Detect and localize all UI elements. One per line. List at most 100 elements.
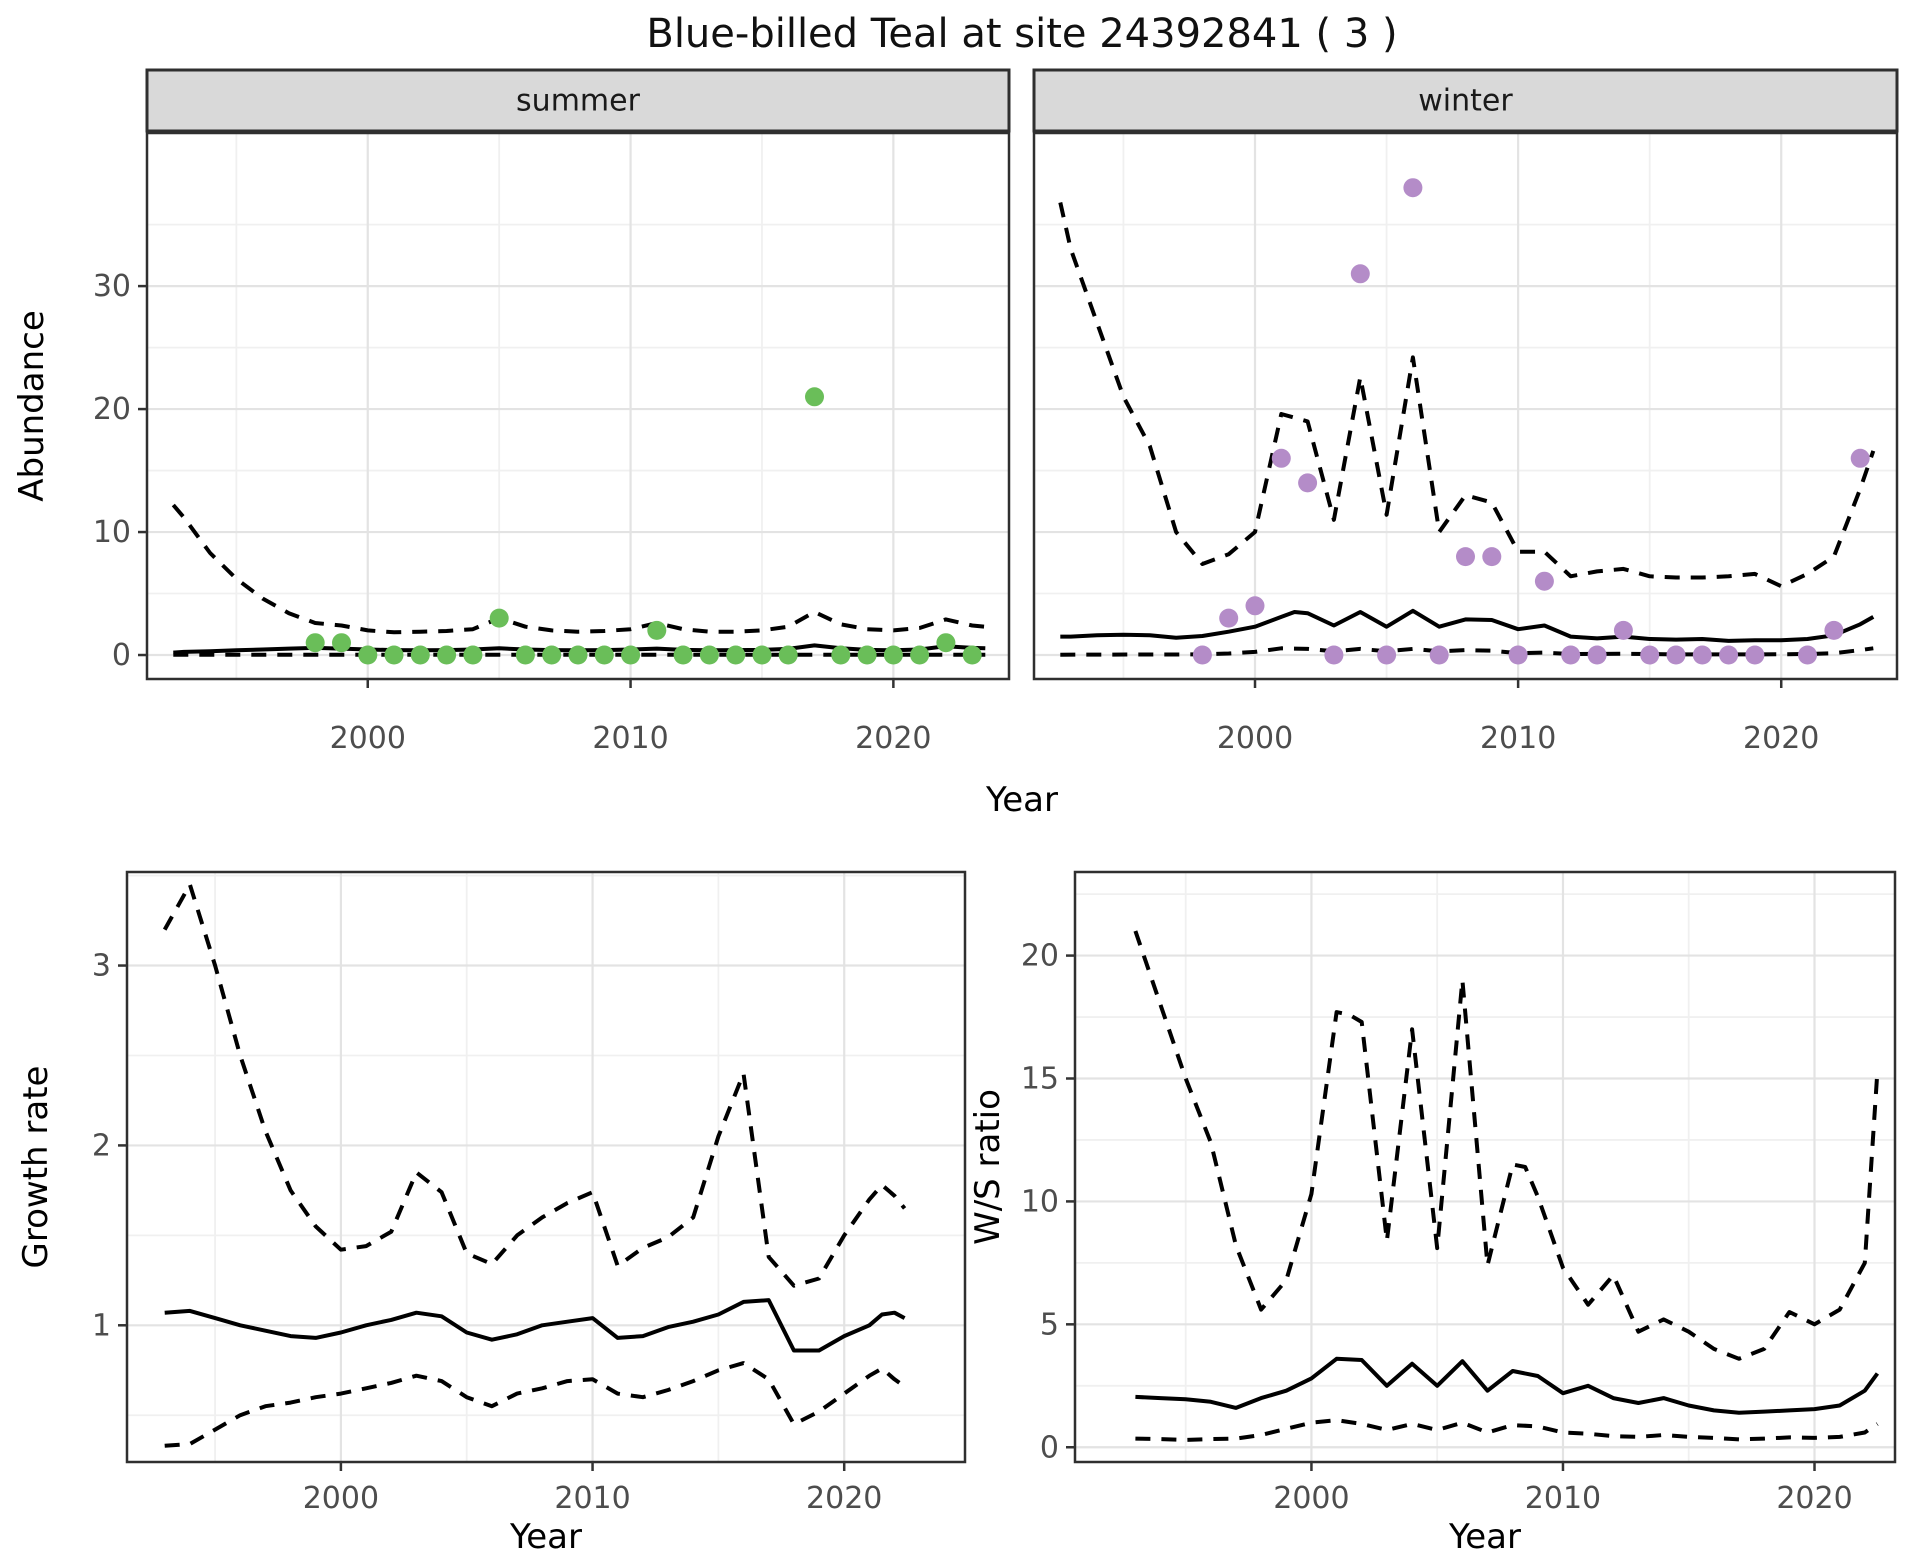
facet-strip-label: summer — [516, 84, 641, 119]
data-point — [384, 645, 404, 665]
y-tick-label: 1 — [92, 1308, 111, 1343]
data-point — [1192, 645, 1212, 665]
data-point — [831, 645, 851, 665]
data-point — [936, 633, 956, 653]
data-point — [1587, 645, 1607, 665]
data-point — [857, 645, 877, 665]
x-tick-label: 2000 — [303, 1481, 379, 1516]
data-point — [1561, 645, 1581, 665]
data-point — [752, 645, 772, 665]
y-tick-label: 5 — [1040, 1307, 1059, 1342]
y-axis-title-abundance: Abundance — [12, 310, 52, 502]
data-point — [1613, 620, 1633, 640]
panel-summer: summer 2000 2010 2020 0 10 20 30 — [93, 68, 1011, 756]
data-point — [568, 645, 588, 665]
data-points-winter — [1192, 178, 1870, 665]
data-point — [1745, 645, 1765, 665]
data-point — [1508, 645, 1528, 665]
data-point — [726, 645, 746, 665]
data-point — [1271, 448, 1291, 468]
data-point — [1692, 645, 1712, 665]
series-lower_ci — [1060, 646, 1874, 657]
facet-strip-label: winter — [1418, 84, 1513, 119]
series-upper_ci — [1058, 202, 1876, 589]
y-tick-label: 30 — [93, 269, 131, 304]
data-point — [515, 645, 535, 665]
data-point — [962, 645, 982, 665]
panel-border — [145, 131, 1011, 681]
series-mean — [1060, 608, 1875, 643]
data-point — [1666, 645, 1686, 665]
data-point — [647, 620, 667, 640]
panel-background — [127, 872, 965, 1462]
panel-border — [1032, 131, 1899, 681]
x-tick-label: 2010 — [592, 721, 668, 756]
panel-background — [1034, 133, 1897, 679]
data-point — [463, 645, 483, 665]
data-point — [1719, 645, 1739, 665]
panel-background — [147, 133, 1009, 679]
x-tick-label: 2020 — [855, 721, 931, 756]
x-axis-title-year-top: Year — [986, 780, 1058, 820]
x-tick-label: 2000 — [330, 721, 406, 756]
data-point — [621, 645, 641, 665]
series-upper_ci — [171, 503, 986, 635]
data-point — [1403, 178, 1423, 198]
panel-border — [1073, 870, 1897, 1464]
x-axis-title-year-bottom-left: Year — [510, 1517, 582, 1557]
facet-strip — [145, 68, 1011, 133]
panel-growth_rate: 2000 2010 2020 1 2 3 — [92, 870, 967, 1516]
data-point — [1850, 448, 1870, 468]
panel-background — [1075, 872, 1895, 1462]
data-points-summer — [305, 387, 982, 665]
data-point — [699, 645, 719, 665]
data-point — [910, 645, 930, 665]
data-point — [1245, 596, 1265, 616]
x-tick-label: 2010 — [1525, 1481, 1601, 1516]
y-axis-title-ws-ratio: W/S ratio — [968, 1089, 1008, 1245]
data-point — [305, 633, 325, 653]
data-point — [489, 608, 509, 628]
x-tick-label: 2010 — [1480, 721, 1556, 756]
x-tick-label: 2010 — [554, 1481, 630, 1516]
x-tick-label: 2020 — [1776, 1481, 1852, 1516]
data-point — [1350, 264, 1370, 284]
y-tick-label: 3 — [92, 949, 111, 984]
x-axis-title-year-bottom-right: Year — [1449, 1517, 1521, 1557]
x-tick-label: 2000 — [1273, 1481, 1349, 1516]
data-point — [883, 645, 903, 665]
data-point — [1219, 608, 1239, 628]
facet-strip — [1032, 68, 1899, 133]
data-point — [1824, 620, 1844, 640]
panel-ws_ratio: 2000 2010 2020 0 5 10 15 20 — [1021, 870, 1897, 1516]
y-tick-label: 10 — [93, 515, 131, 550]
y-tick-label: 0 — [1040, 1430, 1059, 1465]
data-point — [778, 645, 798, 665]
series-mean — [1135, 1356, 1880, 1415]
y-tick-label: 10 — [1021, 1184, 1059, 1219]
series-lower_ci — [164, 1361, 906, 1448]
data-point — [1429, 645, 1449, 665]
x-tick-label: 2020 — [1743, 721, 1819, 756]
y-tick-label: 20 — [93, 392, 131, 427]
data-point — [1324, 645, 1344, 665]
data-point — [1798, 645, 1817, 665]
y-tick-label: 2 — [92, 1128, 111, 1163]
data-point — [1482, 547, 1502, 567]
y-axis-title-growth-rate: Growth rate — [16, 1065, 56, 1269]
series-mean — [164, 1298, 906, 1353]
plot-title: Blue-billed Teal at site 24392841 ( 3 ) — [646, 11, 1398, 57]
series-upper_ci — [162, 882, 907, 1288]
y-tick-label: 15 — [1021, 1062, 1059, 1097]
data-point — [542, 645, 562, 665]
data-point — [1640, 645, 1660, 665]
x-tick-label: 2000 — [1217, 721, 1293, 756]
panel-border — [125, 870, 967, 1464]
data-point — [594, 645, 614, 665]
data-point — [437, 645, 457, 665]
data-point — [410, 645, 430, 665]
panel-winter: winter 2000 2010 2020 — [1032, 68, 1899, 756]
y-tick-label: 0 — [112, 638, 131, 673]
